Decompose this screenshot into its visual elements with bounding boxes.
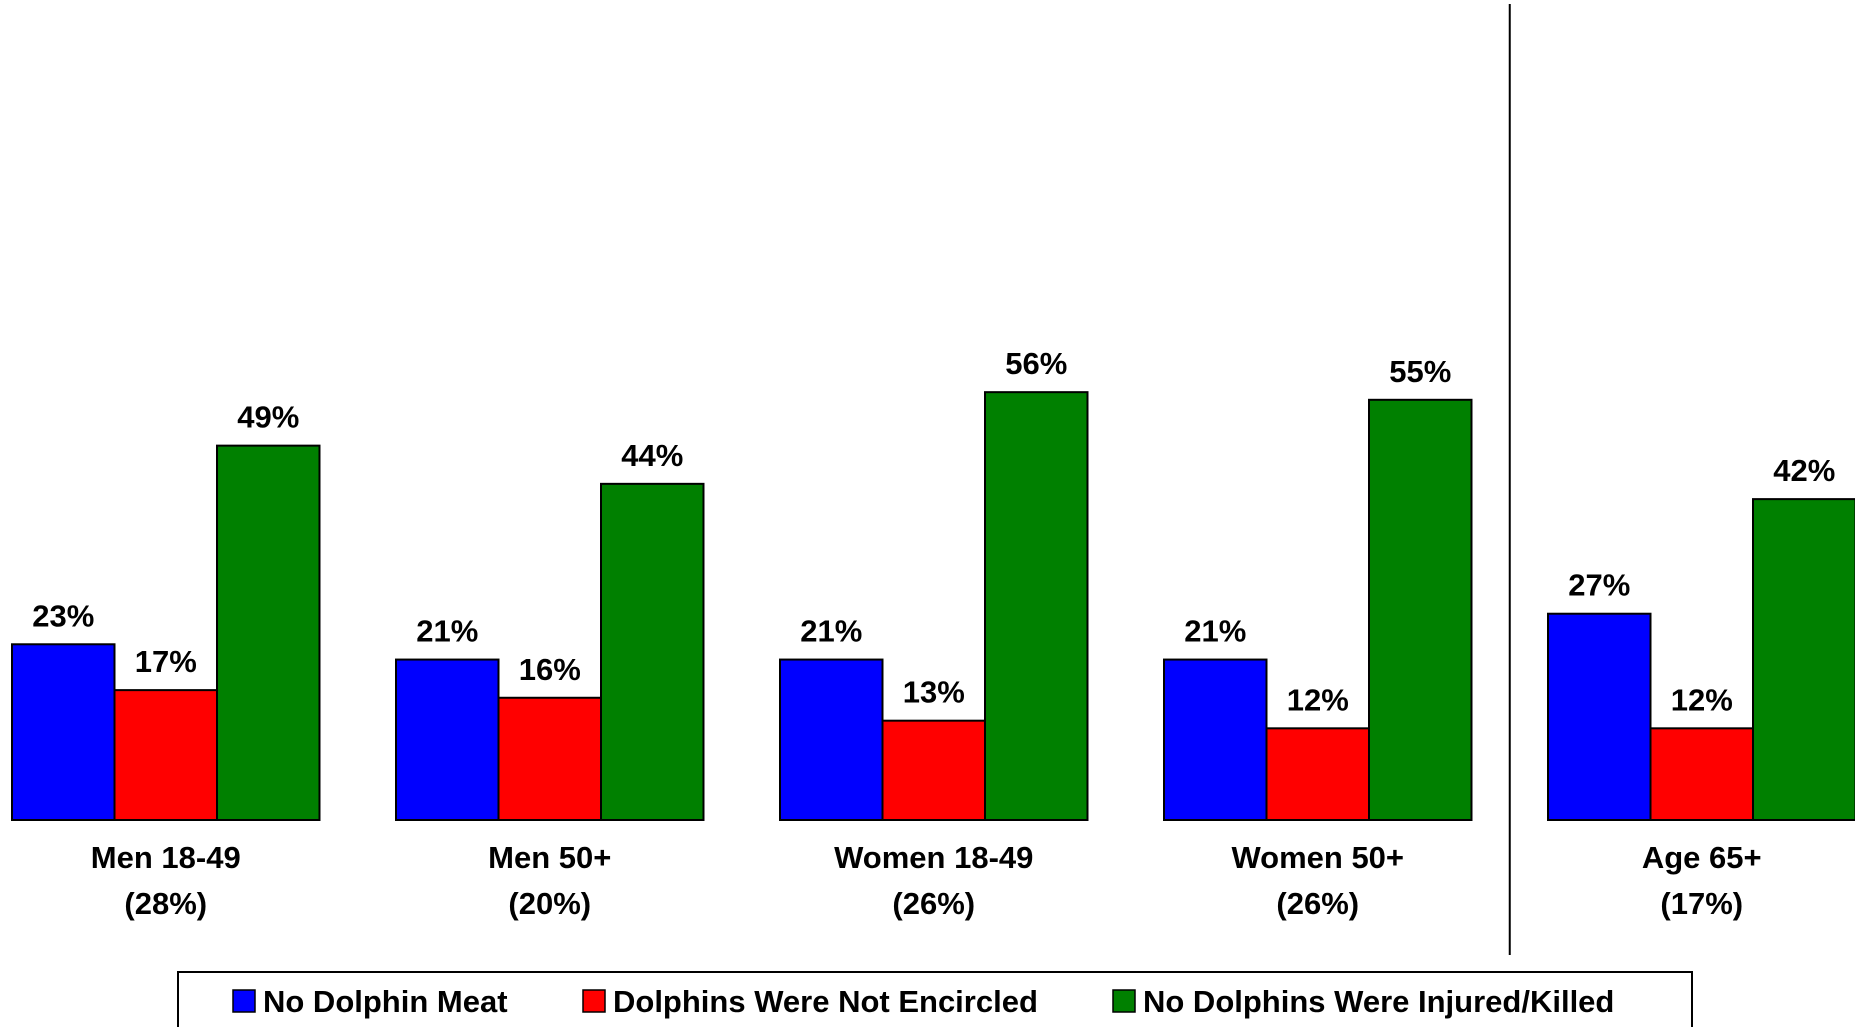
category-sublabel-5: (17%) (1660, 886, 1743, 921)
bar-2-5 (1649, 727, 1754, 822)
category-label-2: Men 50+ (488, 840, 611, 875)
bar-2-4 (1265, 727, 1370, 822)
value-label-2-5: 12% (1671, 682, 1733, 717)
category-sublabel-3: (26%) (892, 886, 975, 921)
bar-3-4 (1368, 398, 1473, 821)
value-label-1-5: 27% (1568, 568, 1630, 603)
legend-label-2: Dolphins Were Not Encircled (613, 984, 1038, 1019)
value-label-2-1: 17% (135, 644, 197, 679)
bars-layer (11, 391, 1855, 822)
value-label-3-3: 56% (1005, 346, 1067, 381)
value-label-3-2: 44% (621, 438, 683, 473)
category-label-3: Women 18-49 (834, 840, 1033, 875)
category-label-4: Women 50+ (1231, 840, 1404, 875)
legend-label-1: No Dolphin Meat (263, 984, 508, 1019)
legend-swatch-3 (1112, 989, 1136, 1013)
category-sublabel-2: (20%) (508, 886, 591, 921)
value-label-1-1: 23% (32, 598, 94, 633)
legend-label-3: No Dolphins Were Injured/Killed (1143, 984, 1614, 1019)
category-label-1: Men 18-49 (91, 840, 241, 875)
legend: No Dolphin Meat Dolphins Were Not Encircl… (177, 971, 1693, 1032)
category-sublabel-4: (26%) (1276, 886, 1359, 921)
category-labels-layer: Men 18-49 (28%) Men 50+ (20%) Women 18-49 (26… (91, 840, 1762, 921)
legend-swatch-2 (582, 989, 606, 1013)
category-label-5: Age 65+ (1642, 840, 1762, 875)
category-sublabel-1: (28%) (124, 886, 207, 921)
legend-swatch-1 (232, 989, 256, 1013)
bar-3-2 (600, 482, 705, 821)
value-label-3-4: 55% (1389, 354, 1451, 389)
bar-3-3 (984, 391, 1089, 821)
value-label-3-1: 49% (237, 400, 299, 435)
bar-1-1 (11, 643, 116, 822)
bar-1-5 (1547, 612, 1652, 821)
value-label-1-3: 21% (800, 614, 862, 649)
bar-2-2 (497, 696, 602, 822)
value-label-2-3: 13% (903, 675, 965, 710)
bar-2-1 (113, 689, 218, 821)
value-label-2-4: 12% (1287, 682, 1349, 717)
bar-3-1 (216, 444, 321, 821)
bar-2-3 (881, 719, 986, 821)
bar-1-4 (1163, 658, 1268, 821)
value-label-2-2: 16% (519, 652, 581, 687)
value-labels-layer: 23% 17% 49% 21% 16% 44% 21% 13% 56% 21% 12% 55% 27% 1… (32, 346, 1835, 717)
bar-3-5 (1752, 498, 1855, 821)
bar-1-2 (395, 658, 500, 821)
bar-1-3 (779, 658, 884, 821)
legend-box (177, 971, 1693, 1032)
value-label-1-2: 21% (416, 614, 478, 649)
value-label-3-5: 42% (1773, 453, 1835, 488)
value-label-1-4: 21% (1184, 614, 1246, 649)
